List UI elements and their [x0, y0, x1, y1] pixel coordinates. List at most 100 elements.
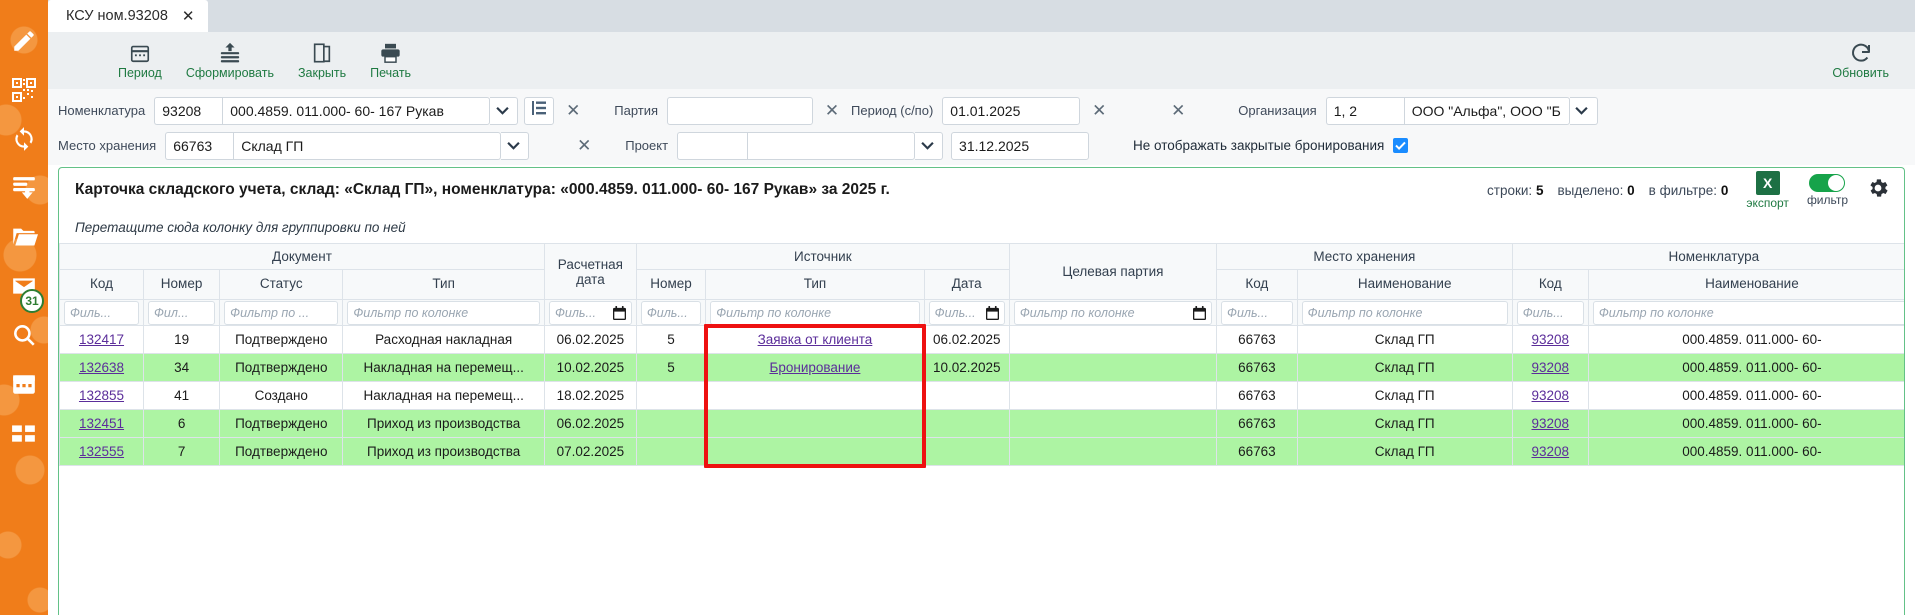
- organization-field[interactable]: 1, 2 ООО "Альфа", ООО "Б: [1325, 96, 1598, 125]
- cell-src-type[interactable]: Заявка от клиента: [705, 325, 925, 354]
- generate-button[interactable]: Сформировать: [174, 40, 286, 82]
- column-header-src-type[interactable]: Тип: [705, 269, 925, 300]
- filter-input-doc-status[interactable]: Фильтр по ...: [224, 300, 339, 325]
- filter-input-src-number[interactable]: Филь...: [640, 300, 702, 325]
- cell-doc-code[interactable]: 132855: [59, 381, 144, 410]
- filter-input-doc-type[interactable]: Фильтр по колонке: [347, 300, 540, 325]
- storage-dropdown-arrow[interactable]: [501, 131, 530, 160]
- filter-input-src-date[interactable]: Филь...: [928, 300, 1005, 325]
- table-row[interactable]: 132417 19 Подтверждено Расходная накладная 0…: [59, 325, 1904, 354]
- link-nom-code[interactable]: 93208: [1531, 332, 1570, 347]
- link-src-type[interactable]: Бронирование: [769, 360, 861, 375]
- project-name-input[interactable]: [747, 131, 916, 160]
- column-header-target-batch[interactable]: Целевая партия: [1008, 243, 1218, 300]
- filter-input-store-name[interactable]: Фильтр по колонке: [1301, 300, 1508, 325]
- link-doc-code[interactable]: 132555: [78, 444, 125, 459]
- sidebar-item-edit[interactable]: [4, 16, 44, 65]
- cell-nom-code[interactable]: 93208: [1511, 409, 1589, 438]
- clear-period-from-button[interactable]: ✕: [1092, 100, 1107, 120]
- clear-project-button[interactable]: ✕: [1171, 100, 1186, 120]
- filter-input-doc-code[interactable]: Филь...: [64, 300, 139, 325]
- tab-ksu-93208[interactable]: КСУ ном.93208 ✕: [48, 0, 209, 32]
- filter-input-src-type[interactable]: Фильтр по колонке: [710, 300, 920, 325]
- clear-nomenclature-button[interactable]: ✕: [566, 100, 581, 120]
- organization-dropdown-arrow[interactable]: [1569, 96, 1598, 125]
- refresh-button[interactable]: Обновить: [1820, 40, 1901, 82]
- link-doc-code[interactable]: 132417: [78, 332, 125, 347]
- column-header-nom-code[interactable]: Код: [1511, 269, 1589, 300]
- cell-src-type[interactable]: Бронирование: [705, 353, 925, 382]
- cell-doc-code[interactable]: 132451: [59, 409, 144, 438]
- column-header-src-number[interactable]: Номер: [635, 269, 707, 300]
- table-row[interactable]: 132855 41 Создано Накладная на перемещ... 18…: [59, 381, 1904, 410]
- period-button[interactable]: Период: [106, 40, 174, 82]
- cell-nom-code[interactable]: 93208: [1511, 437, 1589, 466]
- period-from-input[interactable]: 01.01.2025: [942, 96, 1081, 125]
- column-header-doc-number[interactable]: Номер: [142, 269, 221, 300]
- link-src-type[interactable]: Заявка от клиента: [757, 332, 873, 347]
- period-to-input[interactable]: 31.12.2025: [951, 131, 1090, 160]
- settings-button[interactable]: [1866, 176, 1890, 205]
- organization-name-input[interactable]: ООО "Альфа", ООО "Б: [1403, 96, 1570, 125]
- sidebar-item-sync[interactable]: [4, 114, 44, 163]
- sidebar-item-import[interactable]: [4, 163, 44, 212]
- storage-field[interactable]: 66763 Склад ГП: [165, 131, 530, 160]
- column-header-doc-status[interactable]: Статус: [219, 269, 344, 300]
- filter-input-doc-number[interactable]: Фил...: [148, 300, 216, 325]
- cell-doc-code[interactable]: 132638: [59, 353, 144, 382]
- sidebar-item-grid[interactable]: [4, 408, 44, 457]
- hide-closed-checkbox[interactable]: [1393, 138, 1409, 153]
- filter-input-calc-date[interactable]: Филь...: [548, 300, 632, 325]
- cell-nom-code[interactable]: 93208: [1511, 381, 1589, 410]
- link-nom-code[interactable]: 93208: [1531, 444, 1570, 459]
- batch-input[interactable]: [667, 96, 814, 125]
- filter-toggle[interactable]: фильтр: [1807, 173, 1848, 207]
- table-row[interactable]: 132555 7 Подтверждено Приход из производств…: [59, 437, 1904, 466]
- link-nom-code[interactable]: 93208: [1531, 360, 1570, 375]
- sidebar-item-search[interactable]: [4, 310, 44, 359]
- nomenclature-code-input[interactable]: 93208: [154, 96, 223, 125]
- calendar-icon[interactable]: [612, 305, 626, 320]
- nomenclature-dropdown-arrow[interactable]: [490, 96, 519, 125]
- group-drop-area[interactable]: Перетащите сюда колонку для группировки …: [59, 212, 1904, 243]
- storage-code-input[interactable]: 66763: [165, 131, 234, 160]
- column-header-doc-code[interactable]: Код: [59, 269, 144, 300]
- cell-doc-code[interactable]: 132417: [59, 325, 144, 354]
- link-doc-code[interactable]: 132855: [78, 388, 125, 403]
- print-button[interactable]: Печать: [358, 40, 423, 82]
- organization-code-input[interactable]: 1, 2: [1325, 96, 1404, 125]
- clear-batch-button[interactable]: ✕: [824, 100, 840, 120]
- filter-input-store-code[interactable]: Филь...: [1221, 300, 1293, 325]
- cell-doc-code[interactable]: 132555: [59, 437, 144, 466]
- sidebar-item-mail[interactable]: 31: [4, 261, 44, 313]
- close-icon[interactable]: ✕: [181, 7, 195, 25]
- filter-input-nom-code[interactable]: Филь...: [1516, 300, 1584, 325]
- calendar-icon[interactable]: [985, 305, 999, 320]
- project-field[interactable]: [677, 131, 944, 160]
- table-row[interactable]: 132451 6 Подтверждено Приход из производств…: [59, 409, 1904, 438]
- close-button[interactable]: Закрыть: [286, 40, 358, 82]
- filter-input-nom-name[interactable]: Фильтр по колонке: [1592, 300, 1904, 325]
- sidebar-item-folder[interactable]: [4, 212, 44, 261]
- nomenclature-field[interactable]: 93208 000.4859. 011.000- 60- 167 Рукав: [154, 96, 519, 125]
- link-doc-code[interactable]: 132638: [78, 360, 125, 375]
- table-row[interactable]: 132638 34 Подтверждено Накладная на перемещ…: [59, 353, 1904, 382]
- link-doc-code[interactable]: 132451: [78, 416, 125, 431]
- column-header-calc-date[interactable]: Расчетная дата: [543, 243, 637, 300]
- sidebar-item-qr[interactable]: [4, 65, 44, 114]
- link-nom-code[interactable]: 93208: [1531, 416, 1570, 431]
- export-button[interactable]: X экспорт: [1746, 170, 1789, 210]
- column-header-nom-name[interactable]: Наименование: [1587, 269, 1904, 300]
- clear-storage-button[interactable]: ✕: [577, 135, 592, 155]
- cell-nom-code[interactable]: 93208: [1511, 353, 1589, 382]
- storage-name-input[interactable]: Склад ГП: [233, 131, 502, 160]
- project-code-input[interactable]: [677, 131, 748, 160]
- project-dropdown-arrow[interactable]: [915, 131, 944, 160]
- nomenclature-tree-button[interactable]: [524, 96, 555, 125]
- column-header-src-date[interactable]: Дата: [923, 269, 1010, 300]
- column-header-store-code[interactable]: Код: [1216, 269, 1298, 300]
- nomenclature-name-input[interactable]: 000.4859. 011.000- 60- 167 Рукав: [222, 96, 491, 125]
- link-nom-code[interactable]: 93208: [1531, 388, 1570, 403]
- calendar-icon[interactable]: [1193, 305, 1207, 320]
- cell-nom-code[interactable]: 93208: [1511, 325, 1589, 354]
